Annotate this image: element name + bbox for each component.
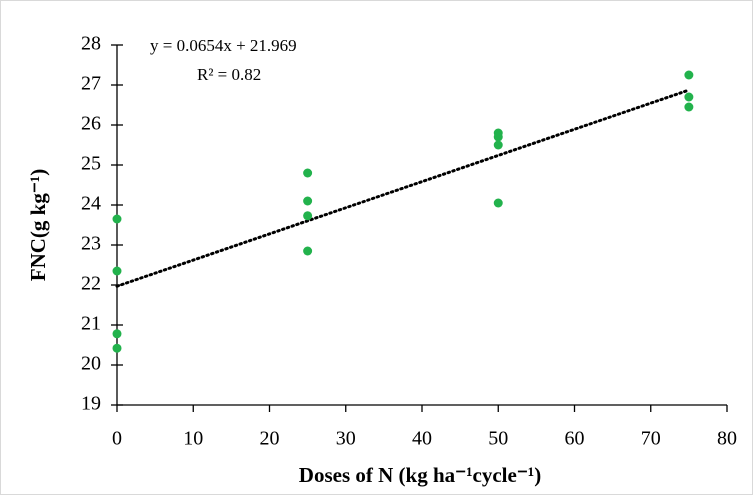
y-tick-label: 27 xyxy=(81,73,101,95)
data-point xyxy=(493,132,503,142)
x-tick-label: 40 xyxy=(412,428,432,450)
data-point xyxy=(112,266,122,276)
y-tick-label: 24 xyxy=(81,193,101,215)
data-point xyxy=(684,92,694,102)
data-point xyxy=(303,211,313,221)
data-point xyxy=(303,246,313,256)
trendline xyxy=(115,88,691,288)
data-point xyxy=(684,102,694,112)
y-tick-label: 28 xyxy=(81,33,101,55)
data-point xyxy=(112,214,122,224)
x-tick-label: 50 xyxy=(488,428,508,450)
x-tick-label: 20 xyxy=(260,428,280,450)
data-point xyxy=(684,70,694,80)
y-tick-label: 21 xyxy=(81,313,101,335)
data-point xyxy=(112,343,122,353)
x-tick-label: 80 xyxy=(717,428,737,450)
y-tick-label: 25 xyxy=(81,153,101,175)
data-point xyxy=(112,329,122,339)
x-tick-label: 0 xyxy=(112,428,122,450)
y-tick-label: 22 xyxy=(81,273,101,295)
r-squared: R² = 0.82 xyxy=(197,65,261,84)
x-tick-label: 10 xyxy=(183,428,203,450)
x-tick-label: 70 xyxy=(641,428,661,450)
data-point xyxy=(493,140,503,150)
data-point xyxy=(493,198,503,208)
y-tick-label: 19 xyxy=(81,393,101,415)
y-tick-label: 23 xyxy=(81,233,101,255)
trendline-equation: y = 0.0654x + 21.969 xyxy=(150,36,297,55)
x-tick-label: 30 xyxy=(336,428,356,450)
y-axis-title: FNC(g kg⁻¹) xyxy=(26,169,50,281)
y-tick-label: 26 xyxy=(81,113,101,135)
x-axis-title: Doses of N (kg ha⁻¹cycle⁻¹) xyxy=(299,463,541,487)
x-tick-label: 60 xyxy=(565,428,585,450)
data-point xyxy=(303,196,313,206)
y-tick-label: 20 xyxy=(81,353,101,375)
data-point xyxy=(303,168,313,178)
